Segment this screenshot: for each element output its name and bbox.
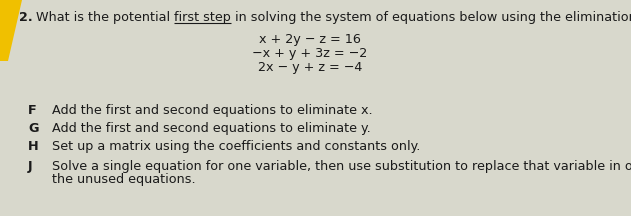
Text: G: G bbox=[28, 122, 38, 135]
Text: in solving the system of equations below using the elimination method?: in solving the system of equations below… bbox=[230, 11, 631, 24]
Text: 2x − y + z = −4: 2x − y + z = −4 bbox=[258, 61, 362, 74]
Text: Solve a single equation for one variable, then use substitution to replace that : Solve a single equation for one variable… bbox=[52, 160, 631, 173]
Text: F: F bbox=[28, 104, 37, 117]
Text: −x + y + 3z = −2: −x + y + 3z = −2 bbox=[252, 47, 368, 60]
Text: What is the potential: What is the potential bbox=[35, 11, 174, 24]
Text: Set up a matrix using the coefficients and constants only.: Set up a matrix using the coefficients a… bbox=[52, 140, 420, 153]
Text: J: J bbox=[28, 160, 33, 173]
Text: first step: first step bbox=[174, 11, 230, 24]
Text: H: H bbox=[28, 140, 38, 153]
Text: 2.: 2. bbox=[19, 11, 33, 24]
Polygon shape bbox=[0, 0, 22, 61]
Text: the unused equations.: the unused equations. bbox=[52, 173, 196, 186]
Text: Add the first and second equations to eliminate x.: Add the first and second equations to el… bbox=[52, 104, 373, 117]
Text: x + 2y − z = 16: x + 2y − z = 16 bbox=[259, 33, 361, 46]
Text: Add the first and second equations to eliminate y.: Add the first and second equations to el… bbox=[52, 122, 371, 135]
